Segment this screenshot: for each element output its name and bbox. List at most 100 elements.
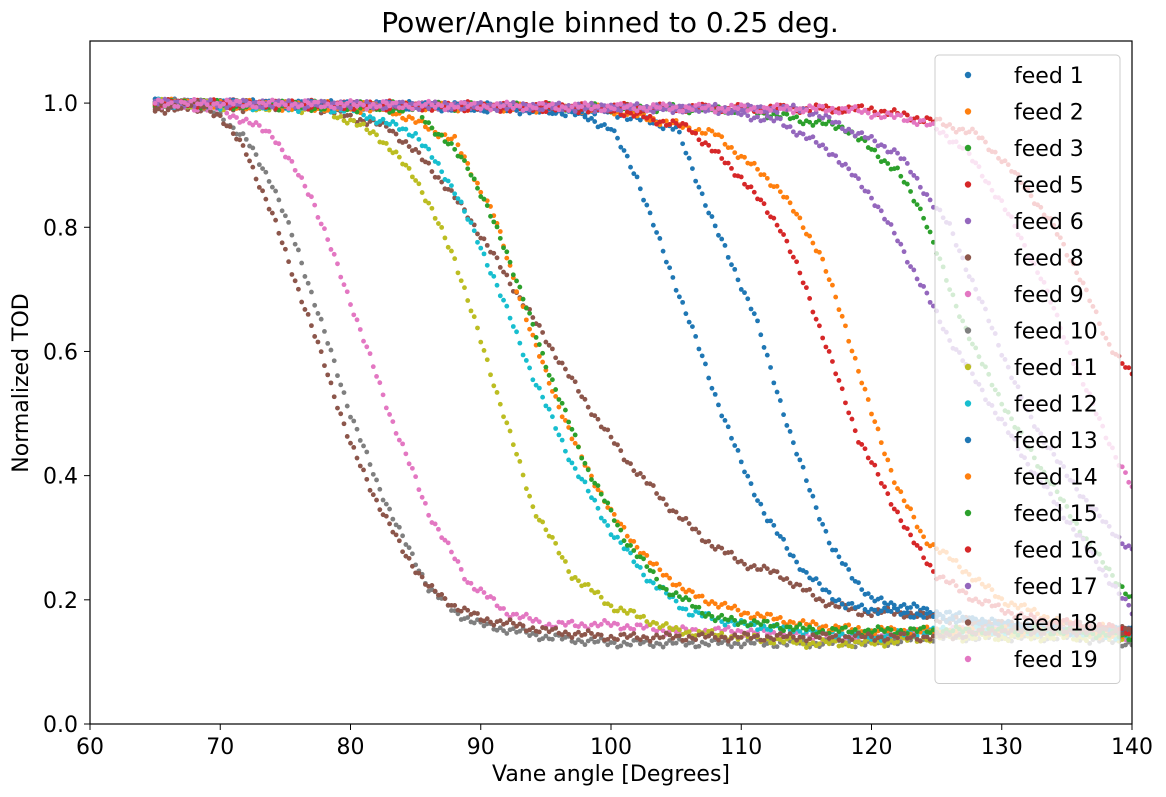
data-point [563, 113, 568, 119]
data-point [800, 641, 806, 647]
data-point [497, 229, 503, 234]
data-point [927, 562, 933, 568]
data-point [569, 426, 575, 432]
data-point [536, 629, 542, 635]
data-point [543, 364, 549, 370]
data-point [771, 640, 777, 646]
data-point [367, 104, 373, 109]
data-point [266, 179, 272, 184]
data-point [546, 342, 552, 348]
data-point [908, 506, 913, 512]
data-point [882, 629, 887, 634]
data-point [563, 407, 568, 413]
data-point [846, 166, 852, 172]
data-point [1123, 591, 1128, 597]
data-point [794, 114, 800, 120]
data-point [1123, 642, 1128, 648]
data-point [576, 578, 581, 584]
data-point [289, 158, 295, 164]
data-point [504, 620, 510, 626]
data-point [849, 416, 855, 422]
data-point [429, 169, 435, 174]
data-point [484, 203, 490, 208]
data-point [315, 311, 321, 316]
data-point [758, 567, 764, 572]
data-point [908, 169, 913, 175]
data-point [282, 213, 288, 219]
data-point [742, 290, 747, 296]
data-point [566, 631, 572, 637]
data-point [364, 449, 370, 455]
data-point [546, 372, 552, 378]
data-point [862, 138, 868, 144]
data-point [520, 296, 526, 302]
data-point [836, 307, 842, 313]
data-point [556, 404, 562, 410]
data-point [455, 559, 461, 564]
data-point [484, 616, 490, 622]
data-point [628, 543, 633, 548]
data-point [338, 411, 344, 417]
data-point [823, 269, 829, 274]
data-point [637, 117, 643, 123]
data-point [481, 251, 487, 257]
data-point [572, 466, 578, 471]
data-point [465, 615, 471, 620]
data-point [628, 642, 633, 648]
data-point [660, 634, 666, 640]
data-point [634, 101, 640, 107]
data-point [787, 124, 793, 129]
data-point [517, 459, 523, 464]
data-point [755, 166, 760, 172]
data-point [595, 505, 601, 511]
data-point [514, 611, 519, 617]
data-point [494, 627, 500, 633]
data-point [872, 638, 878, 643]
data-point [670, 118, 676, 124]
data-point [667, 122, 673, 127]
data-point [592, 620, 598, 626]
data-point [611, 640, 617, 646]
data-point [335, 373, 340, 379]
data-point [621, 538, 627, 544]
data-point [396, 524, 402, 530]
data-point [510, 100, 516, 105]
data-point [735, 448, 741, 453]
data-point [517, 111, 523, 117]
data-point [618, 108, 624, 114]
data-point [507, 617, 513, 623]
data-point [761, 345, 767, 350]
data-point [510, 324, 516, 329]
data-point [852, 133, 858, 139]
data-point [882, 605, 887, 611]
data-point [569, 375, 575, 381]
data-point [553, 387, 559, 392]
data-point [390, 516, 396, 522]
data-point [810, 626, 816, 632]
data-point [725, 160, 731, 166]
data-point [774, 389, 780, 395]
data-point [621, 631, 627, 637]
data-point [465, 166, 471, 172]
data-point [882, 451, 887, 457]
data-point [650, 222, 656, 228]
data-point [253, 120, 259, 125]
data-point [553, 355, 559, 361]
data-point [722, 243, 728, 248]
data-point [849, 637, 855, 643]
data-point [709, 128, 715, 134]
data-point [429, 125, 435, 131]
data-point [810, 619, 816, 625]
data-point [527, 365, 532, 371]
data-point [908, 605, 913, 610]
data-point [927, 630, 933, 636]
data-point [764, 175, 770, 181]
data-point [758, 197, 764, 203]
data-point [784, 576, 790, 581]
data-point [667, 575, 673, 581]
data-point [777, 116, 783, 122]
data-point [576, 444, 581, 450]
data-point [683, 515, 689, 521]
data-point [917, 184, 923, 190]
data-point [403, 139, 409, 144]
